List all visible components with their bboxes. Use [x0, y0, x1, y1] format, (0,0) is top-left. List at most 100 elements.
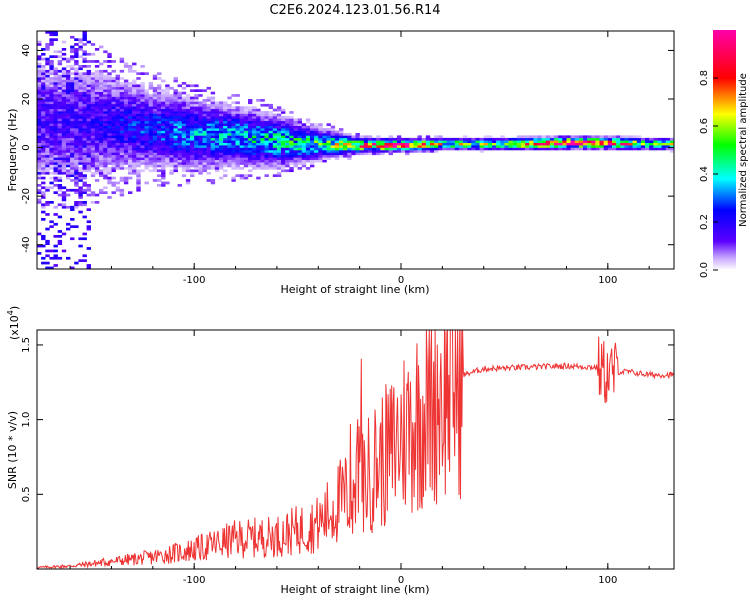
heatmap-cell — [99, 74, 104, 78]
heatmap-cell — [248, 118, 253, 122]
heatmap-cell — [425, 145, 431, 148]
heatmap-cell — [214, 159, 220, 163]
heatmap-cell — [61, 94, 67, 97]
heatmap-cell — [66, 69, 71, 73]
heatmap-cell — [293, 142, 298, 146]
heatmap-cell — [210, 152, 216, 156]
heatmap-cell — [103, 176, 108, 180]
heatmap-cell — [301, 145, 307, 148]
heatmap-cell — [268, 167, 273, 170]
heatmap-cell — [123, 150, 129, 153]
heatmap-cell — [99, 128, 104, 131]
heatmap-cell — [318, 152, 323, 156]
heatmap-cell — [533, 145, 538, 148]
heatmap-cell — [669, 145, 675, 148]
heatmap-cell — [219, 167, 224, 170]
heatmap-cell — [396, 135, 402, 139]
heatmap-cell — [86, 264, 91, 267]
heatmap-cell — [152, 137, 158, 141]
heatmap-cell — [169, 137, 174, 141]
heatmap-cell — [74, 118, 79, 122]
heatmap-cell — [264, 152, 269, 156]
heatmap-cell — [103, 167, 108, 170]
heatmap-cell — [57, 120, 63, 124]
heatmap-cell — [123, 111, 129, 114]
heatmap-cell — [53, 79, 58, 83]
heatmap-cell — [194, 147, 199, 151]
heatmap-cell — [78, 79, 83, 83]
heatmap-cell — [86, 186, 91, 190]
heatmap-cell — [74, 145, 79, 148]
heatmap-cell — [661, 142, 666, 146]
heatmap-cell — [61, 96, 67, 100]
colorbar-tick-label: 0.2 — [699, 214, 710, 230]
heatmap-cell — [272, 154, 278, 158]
heatmap-cell — [210, 108, 216, 112]
heatmap-cell — [235, 106, 240, 109]
heatmap-cell — [231, 120, 236, 124]
heatmap-cell — [119, 140, 125, 143]
heatmap-cell — [194, 125, 199, 129]
heatmap-cell — [194, 84, 199, 88]
heatmap-cell — [438, 145, 443, 148]
heatmap-cell — [396, 147, 402, 151]
heatmap-cell — [57, 230, 63, 233]
heatmap-cell — [82, 72, 87, 75]
heatmap-cell — [264, 113, 269, 117]
heatmap-cell — [161, 133, 166, 136]
heatmap-cell — [148, 86, 154, 90]
heatmap-cell — [190, 99, 195, 102]
heatmap-cell — [161, 152, 166, 156]
heatmap-cell — [169, 135, 174, 139]
heatmap-cell — [41, 186, 46, 190]
heatmap-cell — [384, 145, 389, 148]
heatmap-cell — [99, 191, 104, 194]
heatmap-cell — [169, 111, 174, 114]
heatmap-cell — [161, 145, 166, 148]
heatmap-cell — [430, 140, 435, 143]
heatmap-cell — [119, 106, 125, 109]
heatmap-cell — [479, 142, 484, 146]
heatmap-cell — [161, 157, 166, 160]
heatmap-cell — [70, 50, 75, 54]
heatmap-cell — [194, 130, 199, 134]
heatmap-cell — [41, 261, 46, 265]
heatmap-cell — [185, 108, 191, 112]
heatmap-cell — [177, 106, 182, 109]
heatmap-cell — [103, 99, 108, 102]
heatmap-cell — [140, 157, 145, 160]
heatmap-cell — [99, 62, 104, 66]
heatmap-cell — [665, 147, 671, 151]
heatmap-cell — [198, 89, 203, 92]
heatmap-cell — [227, 164, 232, 168]
heatmap-cell — [276, 164, 282, 168]
heatmap-cell — [562, 147, 567, 151]
heatmap-cell — [293, 140, 298, 143]
heatmap-cell — [177, 137, 182, 141]
heatmap-cell — [181, 99, 187, 102]
heatmap-cell — [669, 142, 675, 146]
heatmap-cell — [529, 137, 534, 141]
heatmap-cell — [78, 147, 83, 151]
heatmap-cell — [636, 140, 642, 143]
heatmap-cell — [86, 225, 91, 228]
heatmap-cell — [82, 176, 87, 180]
heatmap-cell — [322, 145, 327, 148]
heatmap-cell — [421, 140, 427, 143]
heatmap-cell — [570, 137, 575, 141]
heatmap-cell — [214, 118, 220, 122]
heatmap-cell — [90, 79, 96, 83]
heatmap-cell — [219, 103, 224, 107]
heatmap-cell — [107, 116, 112, 119]
heatmap-cell — [157, 162, 162, 165]
heatmap-cell — [264, 145, 269, 148]
heatmap-cell — [322, 157, 327, 160]
heatmap-cell — [152, 120, 158, 124]
heatmap-cell — [45, 128, 50, 131]
heatmap-cell — [78, 133, 83, 136]
heatmap-cell — [612, 147, 617, 151]
heatmap-cell — [380, 152, 385, 156]
heatmap-cell — [161, 79, 166, 83]
heatmap-cell — [210, 150, 216, 153]
heatmap-cell — [66, 125, 71, 129]
